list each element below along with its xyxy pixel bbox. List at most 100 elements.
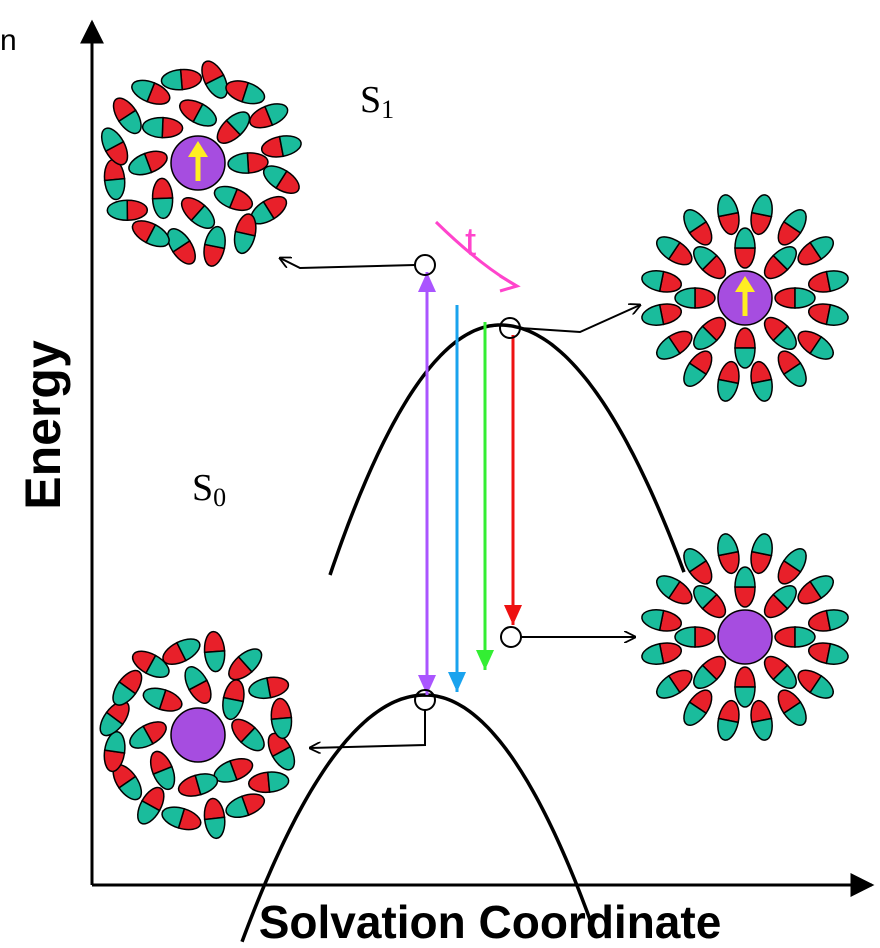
molecule-half [772,585,797,610]
solvent-molecule [166,228,196,265]
s0-base: S [192,467,213,509]
molecule-half [203,816,226,840]
molecule-half [688,689,713,715]
molecule-half [734,586,756,608]
molecule-half [717,211,740,236]
x-axis-label: Solvation Coordinate [259,896,722,948]
molecule-half [160,68,184,91]
solvent-molecule [180,197,216,229]
solvent-molecule [777,350,807,387]
transition-head [448,672,466,692]
molecule-half [213,185,239,209]
molecule-half [688,350,713,376]
solvent-molecule [674,626,716,648]
molecule-half [750,360,773,385]
solvent-molecule [151,177,174,220]
solvent-molecule [103,731,126,773]
molecule-half [266,771,290,793]
solvent-molecule [763,585,797,619]
molecule-half [203,650,226,673]
molecule-half [158,689,183,712]
molecule-half [262,165,288,190]
solvent-molecule [797,236,834,266]
solvent-molecule [201,60,228,99]
transition-head [418,272,436,292]
molecule-half [248,677,272,700]
molecule-half [809,575,834,600]
solvent-molecule [641,642,683,665]
molecule-half [750,378,773,402]
molecule-half [234,213,257,237]
s1-label: S1 [360,79,394,124]
solvent-molecule [674,287,716,309]
solvent-molecule [807,609,849,632]
molecule-half [141,786,165,812]
solvent-molecule [137,786,165,825]
solvent-molecule [750,194,773,236]
molecule-half [667,580,693,605]
molecule-half [774,626,796,648]
solvent-molecule [717,194,740,236]
molecule-half [188,679,212,705]
molecule-half [225,111,251,136]
solvent-molecule [734,666,756,708]
solvent-molecule [763,316,797,350]
solvent-cluster [99,630,296,840]
molecule-half [667,330,693,355]
solvent-molecule [734,327,756,369]
molecule-half [117,109,142,135]
solvent-molecule [203,225,226,267]
molecule-half [222,696,245,721]
solvent-molecule [777,209,807,246]
solvent-molecule [693,655,727,689]
solvent-molecule [763,655,797,689]
molecule-half [180,197,206,222]
molecule-half [683,701,708,726]
solvent-molecule [249,103,289,129]
solvent-molecule [177,773,219,797]
molecule-half [126,199,148,221]
solvent-molecule [142,687,183,712]
solvent-molecule [763,246,797,280]
molecule-half [667,669,693,694]
molecule-half [262,195,288,220]
molecule-half [667,241,693,266]
molecule-half [233,230,256,255]
molecule-half [683,548,708,573]
solvent-molecule [99,700,130,737]
s1-sub: 1 [381,95,394,124]
molecule-half [734,686,756,708]
molecule-half [100,127,125,153]
molecule-half [145,223,170,248]
solvent-molecule [807,303,849,326]
molecule-half [103,749,126,773]
s0-label: S0 [192,467,226,512]
molecule-half [717,378,740,402]
transition-head [418,675,436,695]
solvent-molecule [112,669,143,706]
molecule-half [693,246,718,271]
molecule-half [794,626,816,648]
molecule-half [203,630,226,654]
solvent-cluster [100,60,302,267]
molecule-half [693,585,718,610]
solvent-molecule [248,676,290,700]
molecule-half [203,797,226,821]
molecule-half [701,593,727,619]
transition-head [476,650,494,670]
state-marker [500,626,522,648]
solvent-molecule [233,213,257,255]
molecule-half [825,642,849,665]
connector [519,305,640,334]
molecule-half [772,325,797,350]
molecule-half [734,327,756,349]
molecule-half [734,247,756,269]
molecule-half [641,270,665,293]
molecule-half [240,726,265,752]
solvent-molecule [734,227,756,269]
molecule-half [797,241,823,266]
molecule-half [794,287,816,309]
solvent-molecule [267,732,296,771]
molecule-half [216,119,242,144]
